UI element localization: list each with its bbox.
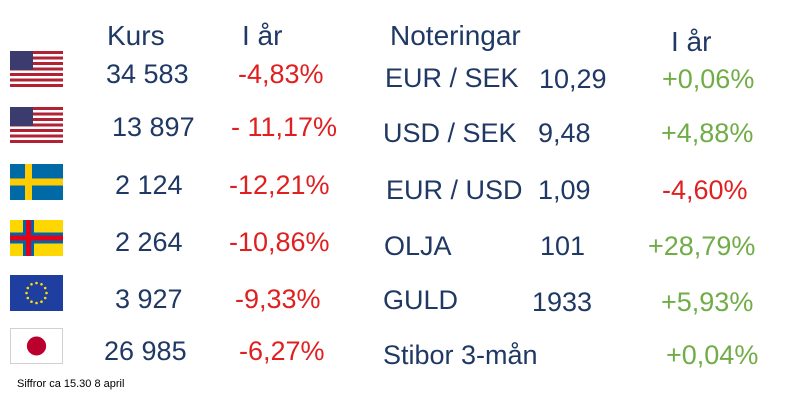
index-value: 3 927 xyxy=(115,284,183,314)
quote-change: -4,60% xyxy=(662,175,748,205)
quote-value: 1933 xyxy=(532,287,593,317)
header-i-ar-quotes: I år xyxy=(671,26,712,57)
quote-name: GULD xyxy=(383,285,459,315)
quote-change: +28,79% xyxy=(648,231,756,261)
quote-value: 9,48 xyxy=(538,118,591,148)
index-value: 2 264 xyxy=(115,227,183,257)
aland-flag xyxy=(10,220,63,256)
index-value: 26 985 xyxy=(104,336,187,366)
quote-name: USD / SEK xyxy=(383,118,517,148)
index-value: 34 583 xyxy=(106,59,189,89)
index-change: -6,27% xyxy=(239,336,325,366)
sweden-flag xyxy=(10,164,63,200)
quote-name: EUR / SEK xyxy=(385,63,519,93)
index-change: - 11,17% xyxy=(231,112,338,142)
quote-value: 10,29 xyxy=(539,64,607,94)
footnote: Siffror ca 15.30 8 april xyxy=(17,378,125,390)
header-i-ar-indices: I år xyxy=(242,20,283,51)
quote-name: OLJA xyxy=(384,231,452,261)
quote-name: Stibor 3-mån xyxy=(383,340,538,370)
header-kurs: Kurs xyxy=(107,20,165,51)
index-change: -12,21% xyxy=(229,170,330,200)
japan-flag xyxy=(10,328,63,364)
index-change: -10,86% xyxy=(229,227,330,257)
quote-change: +0,04% xyxy=(666,340,759,370)
index-change: -4,83% xyxy=(238,59,324,89)
index-value: 2 124 xyxy=(115,170,183,200)
eu-flag xyxy=(10,275,63,311)
quote-value: 101 xyxy=(540,231,586,261)
usa-flag xyxy=(10,107,63,143)
header-noteringar: Noteringar xyxy=(390,20,521,51)
quote-change: +0,06% xyxy=(662,64,755,94)
quote-value: 1,09 xyxy=(538,175,591,205)
quote-change: +5,93% xyxy=(661,287,754,317)
usa-flag xyxy=(10,51,63,87)
quote-change: +4,88% xyxy=(661,118,754,148)
index-value: 13 897 xyxy=(112,112,195,142)
index-change: -9,33% xyxy=(235,284,321,314)
quote-name: EUR / USD xyxy=(386,175,523,205)
